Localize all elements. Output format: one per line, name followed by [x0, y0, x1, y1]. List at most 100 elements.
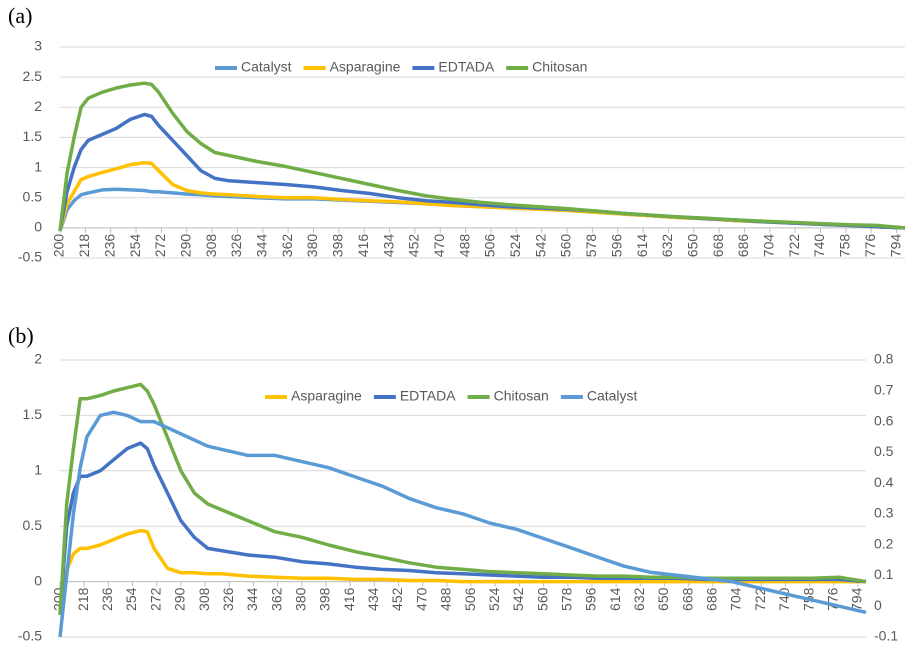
y2-tick-label: 0.5: [874, 443, 894, 459]
legend-label: EDTADA: [438, 59, 494, 75]
y2-tick-label: 0.8: [874, 351, 894, 367]
y-tick-label: 1: [34, 462, 42, 478]
y2-tick-label: 0: [874, 597, 882, 613]
x-tick-label: 290: [177, 234, 193, 258]
x-tick-label: 686: [704, 587, 720, 611]
x-tick-label: 272: [152, 234, 168, 258]
x-tick-label: 362: [279, 234, 295, 258]
y-tick-label: 2: [34, 351, 42, 367]
x-tick-label: 614: [607, 587, 623, 611]
x-tick-label: 758: [837, 234, 853, 258]
x-tick-label: 434: [380, 234, 396, 258]
x-tick-label: 434: [365, 587, 381, 611]
x-tick-label: 560: [534, 587, 550, 611]
x-tick-label: 488: [438, 587, 454, 611]
x-tick-label: 506: [462, 587, 478, 611]
series-line: [58, 187, 906, 232]
y-tick-label: -0.5: [18, 628, 42, 644]
x-tick-label: 632: [631, 587, 647, 611]
x-tick-label: 470: [413, 587, 429, 611]
x-tick-label: 470: [431, 234, 447, 258]
y-tick-label: 0.5: [23, 188, 43, 204]
x-tick-label: 668: [710, 234, 726, 258]
x-tick-label: 704: [761, 234, 777, 258]
x-tick-label: 740: [811, 234, 827, 258]
x-tick-label: 380: [304, 234, 320, 258]
x-tick-label: 650: [655, 587, 671, 611]
x-tick-label: 668: [679, 587, 695, 611]
x-tick-label: 326: [228, 234, 244, 258]
x-tick-label: 776: [862, 234, 878, 258]
x-tick-label: 308: [196, 587, 212, 611]
x-tick-label: 236: [101, 234, 117, 258]
x-tick-label: 794: [887, 234, 903, 258]
y2-tick-label: 0.6: [874, 412, 894, 428]
y2-tick-label: -0.1: [874, 628, 898, 644]
x-tick-label: 578: [583, 234, 599, 258]
x-tick-label: 632: [659, 234, 675, 258]
y-tick-label: 1.5: [23, 406, 43, 422]
y2-tick-label: 0.7: [874, 381, 894, 397]
x-tick-label: 218: [75, 587, 91, 611]
legend-label: Chitosan: [532, 59, 587, 75]
x-tick-label: 236: [99, 587, 115, 611]
legend-label: EDTADA: [400, 388, 456, 404]
x-tick-label: 722: [786, 234, 802, 258]
x-tick-label: 542: [510, 587, 526, 611]
x-tick-label: 416: [341, 587, 357, 611]
y2-tick-label: 0.2: [874, 535, 894, 551]
x-tick-label: 650: [684, 234, 700, 258]
panel-label: (b): [8, 323, 34, 348]
x-tick-label: 254: [123, 587, 139, 611]
x-tick-label: 596: [583, 587, 599, 611]
y-tick-label: 2: [34, 98, 42, 114]
x-tick-label: 722: [752, 587, 768, 611]
x-tick-label: 596: [608, 234, 624, 258]
x-tick-label: 326: [220, 587, 236, 611]
x-tick-label: 272: [147, 587, 163, 611]
x-tick-label: 308: [203, 234, 219, 258]
legend-label: Catalyst: [587, 388, 638, 404]
series-line: [58, 410, 867, 638]
x-tick-label: 524: [486, 587, 502, 611]
legend-label: Catalyst: [241, 59, 292, 75]
y-tick-label: 0: [34, 572, 42, 588]
y-tick-label: -0.5: [18, 249, 42, 265]
x-tick-label: 362: [268, 587, 284, 611]
x-tick-label: 290: [172, 587, 188, 611]
x-tick-label: 488: [456, 234, 472, 258]
x-tick-label: 794: [849, 587, 865, 611]
x-tick-label: 398: [317, 587, 333, 611]
x-tick-label: 200: [51, 234, 67, 258]
y-tick-label: 0: [34, 219, 42, 235]
y2-tick-label: 0.1: [874, 566, 894, 582]
x-tick-label: 506: [482, 234, 498, 258]
series-line: [58, 81, 906, 232]
series-line: [58, 528, 866, 616]
x-tick-label: 452: [406, 234, 422, 258]
x-tick-label: 614: [634, 234, 650, 258]
y-tick-label: 0.5: [23, 517, 43, 533]
x-tick-label: 686: [735, 234, 751, 258]
legend-label: Chitosan: [494, 388, 549, 404]
x-tick-label: 218: [76, 234, 92, 258]
x-tick-label: 452: [389, 587, 405, 611]
x-tick-label: 344: [254, 234, 270, 258]
panel-label: (a): [8, 3, 32, 28]
x-tick-label: 380: [293, 587, 309, 611]
x-tick-label: 254: [127, 234, 143, 258]
x-tick-label: 542: [532, 234, 548, 258]
x-tick-label: 344: [244, 587, 260, 611]
y2-tick-label: 0.4: [874, 474, 894, 490]
x-tick-label: 560: [558, 234, 574, 258]
x-tick-label: 416: [355, 234, 371, 258]
y-tick-label: 1.5: [23, 128, 43, 144]
x-tick-label: 578: [558, 587, 574, 611]
x-tick-label: 398: [330, 234, 346, 258]
y-tick-label: 2.5: [23, 68, 43, 84]
y2-tick-label: 0.3: [874, 505, 894, 521]
legend-label: Asparagine: [291, 388, 362, 404]
x-tick-label: 524: [507, 234, 523, 258]
y-tick-label: 1: [34, 158, 42, 174]
legend-label: Asparagine: [330, 59, 401, 75]
